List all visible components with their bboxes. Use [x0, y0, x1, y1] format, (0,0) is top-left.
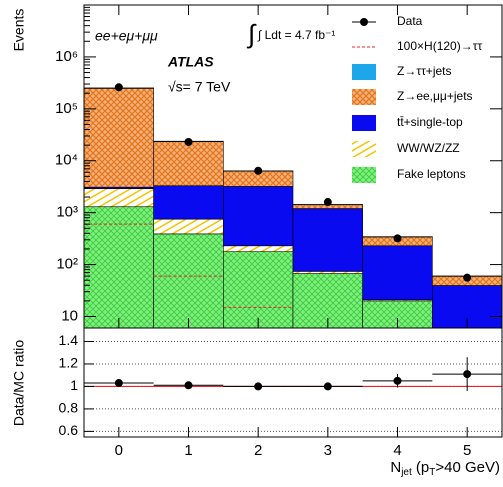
ratio-point	[184, 381, 193, 390]
energy-label: √s= 7 TeV	[168, 79, 231, 95]
y-tick-label: 10³	[56, 204, 78, 221]
y-tick-label: 10²	[56, 256, 78, 273]
legend-label: Z→ττ+jets	[397, 64, 452, 78]
legend-label: tt̄+single-top	[397, 115, 463, 129]
data-point	[114, 83, 123, 92]
legend-swatch	[352, 167, 376, 183]
axes: 1010²10³10⁴10⁵10⁶Data100×H(120)→ττZ→ττ+j…	[55, 4, 503, 459]
y-tick-label: 10⁶	[55, 48, 78, 65]
ratio-point	[393, 376, 402, 385]
x-axis-label-part: N	[390, 459, 401, 476]
atlas-label: ATLAS	[167, 54, 214, 70]
lumi-label: ∫ Ldt = 4.7 fb⁻¹	[257, 28, 335, 42]
x-tick-label: 5	[463, 442, 471, 459]
stack-segment	[292, 271, 363, 274]
ratio-plot	[84, 340, 502, 432]
y-tick-label: 0.8	[59, 400, 79, 416]
legend-label: Fake leptons	[397, 167, 466, 181]
y-tick-label: 0.6	[59, 422, 79, 438]
integral-sign: ∫	[246, 19, 257, 49]
ratio-point	[463, 370, 472, 379]
data-point	[393, 234, 402, 243]
y-tick-label: 1.2	[59, 355, 79, 371]
stack-segment	[84, 88, 154, 188]
x-tick-label: 1	[184, 442, 192, 459]
ratio-point	[323, 382, 332, 391]
stack-segment	[223, 245, 294, 252]
x-axis-label-part: T	[429, 467, 435, 478]
ratio-y-axis-label: Data/MC ratio	[11, 340, 27, 427]
data-point	[184, 137, 193, 146]
y-tick-label: 1.4	[59, 332, 79, 348]
x-tick-label: 2	[254, 442, 262, 459]
y-tick-label: 10	[61, 307, 78, 324]
legend-label: Data	[397, 14, 423, 28]
legend-marker	[360, 18, 368, 26]
legend-swatch	[352, 115, 376, 131]
legend-swatch	[352, 141, 376, 157]
y-axis-label: Events	[11, 9, 27, 52]
stack-segment	[362, 300, 433, 328]
stack-segment	[153, 233, 224, 328]
x-axis-label-part: >40 GeV)	[435, 459, 500, 476]
stack-segment	[153, 141, 224, 187]
legend-label: 100×H(120)→ττ	[397, 39, 482, 53]
legend-label: WW/WZ/ZZ	[397, 141, 460, 155]
x-tick-label: 4	[393, 442, 401, 459]
channel-label: ee+eμ+μμ	[95, 28, 158, 44]
main-plot	[84, 83, 502, 343]
stack-segment	[432, 340, 502, 343]
frame	[83, 327, 503, 438]
y-tick-label: 10⁴	[55, 152, 78, 169]
legend-swatch	[352, 64, 376, 80]
x-axis-label: Njet (pT>40 GeV)	[390, 459, 500, 478]
ratio-point	[254, 382, 263, 391]
x-tick-label: 3	[324, 442, 332, 459]
stack-segment	[153, 218, 224, 235]
y-tick-label: 1	[70, 377, 78, 393]
stack-segment	[223, 186, 294, 247]
stack-segment	[432, 285, 502, 328]
ratio-point	[114, 379, 123, 388]
stack-segment	[153, 185, 224, 220]
stack-segment	[292, 208, 363, 272]
y-tick-label: 10⁵	[55, 100, 78, 117]
x-axis-label-part: jet	[400, 467, 412, 478]
x-tick-label: 0	[115, 442, 123, 459]
data-point	[463, 273, 472, 282]
data-point	[254, 166, 263, 175]
stack-segment	[362, 245, 433, 301]
x-axis-label-part: (p	[412, 459, 430, 476]
legend-label: Z→ee,μμ+jets	[397, 89, 473, 103]
stack-segment	[84, 188, 154, 208]
data-point	[323, 198, 332, 207]
stack-segment	[84, 206, 154, 328]
stack-segment	[223, 251, 294, 328]
legend-swatch	[352, 89, 376, 105]
